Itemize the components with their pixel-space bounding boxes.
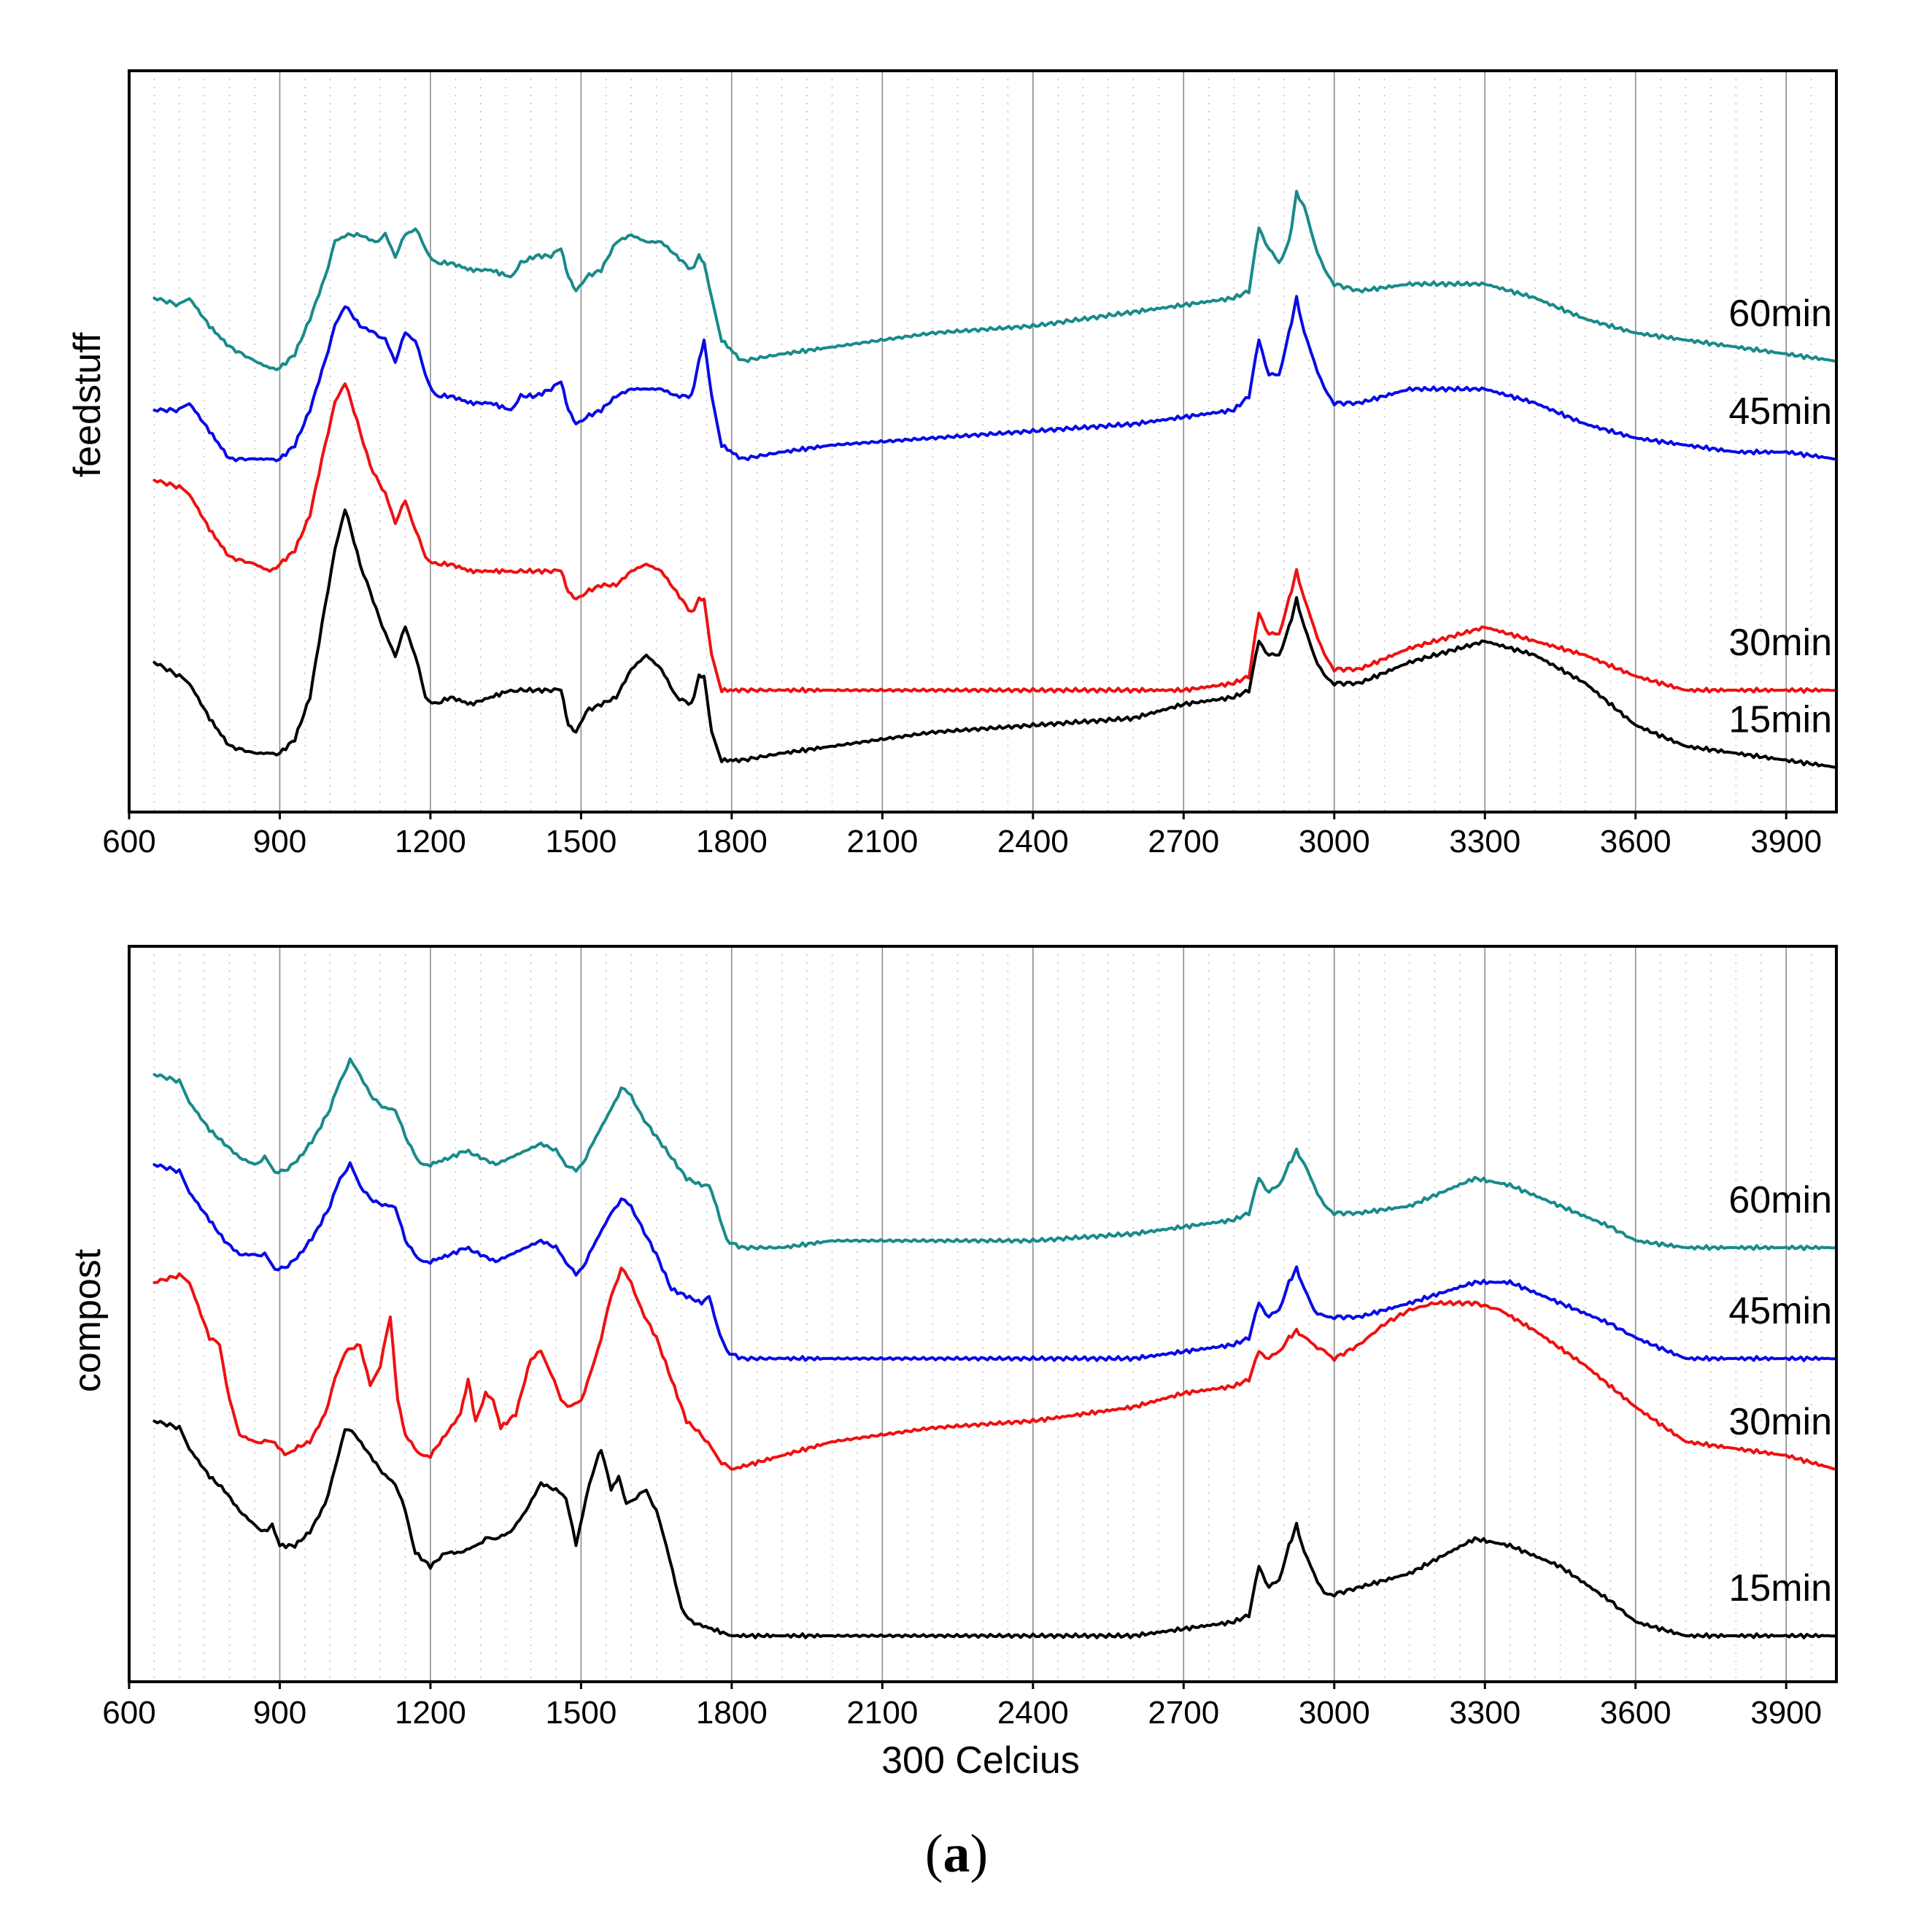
- feedstuff-series-label-15min: 15min: [1728, 699, 1832, 741]
- compost-plot-frame: [128, 945, 1838, 1683]
- feedstuff-series-labels: 60min 45min 30min 15min: [1728, 293, 1832, 741]
- feedstuff-x-axis: 600 900 1200 1500 1800 2100 2400 2700 3000 3300 36…: [102, 812, 1822, 859]
- compost-panel: 600 900 1200 1500 1800 2100 2400 2700 3000 3300 36…: [66, 945, 1838, 1782]
- compost-series-label-60min: 60min: [1728, 1179, 1832, 1221]
- feedstuff-x-tick-label: 1200: [395, 824, 466, 859]
- feedstuff-x-tick-label: 3900: [1750, 824, 1822, 859]
- feedstuff-series-15min: [152, 508, 1838, 769]
- feedstuff-series-label-30min: 30min: [1728, 622, 1832, 664]
- compost-x-axis-label: 300 Celcius: [881, 1739, 1080, 1782]
- compost-x-tick-label: 600: [102, 1695, 155, 1731]
- feedstuff-x-tick-label: 2100: [846, 824, 918, 859]
- compost-x-axis: 600 900 1200 1500 1800 2100 2400 2700 3000 3300 36…: [102, 1682, 1822, 1731]
- compost-series-15min: [152, 1419, 1838, 1639]
- compost-x-tick-label: 2100: [846, 1695, 918, 1731]
- compost-series-45min: [152, 1161, 1838, 1362]
- caption-letter: a: [943, 1824, 970, 1884]
- caption-open-paren: (: [925, 1824, 943, 1884]
- feedstuff-x-tick-label: 2400: [997, 824, 1069, 859]
- compost-grid: [153, 946, 1812, 1682]
- feedstuff-x-tick-label: 1800: [696, 824, 768, 859]
- feedstuff-x-tick-label: 600: [102, 824, 155, 859]
- compost-series-label-15min: 15min: [1728, 1567, 1832, 1610]
- feedstuff-x-tick-label: 900: [253, 824, 306, 859]
- compost-series-60min: [152, 1057, 1838, 1251]
- compost-x-tick-label: 3900: [1750, 1695, 1822, 1731]
- feedstuff-x-tick-label: 3600: [1600, 824, 1672, 859]
- feedstuff-series-45min: [152, 295, 1838, 463]
- feedstuff-x-tick-label: 1500: [545, 824, 617, 859]
- compost-series-labels: 60min 45min 30min 15min: [1728, 1179, 1832, 1610]
- feedstuff-x-tick-label: 3000: [1299, 824, 1370, 859]
- feedstuff-y-axis-label: feedstuff: [66, 332, 109, 477]
- feedstuff-series-30min: [152, 382, 1838, 694]
- compost-x-tick-label: 1500: [545, 1695, 617, 1731]
- compost-x-tick-label: 900: [253, 1695, 306, 1731]
- compost-x-tick-label: 3300: [1449, 1695, 1520, 1731]
- figure-caption: (a): [925, 1824, 988, 1884]
- compost-x-tick-label: 3600: [1600, 1695, 1672, 1731]
- compost-series-label-30min: 30min: [1728, 1401, 1832, 1443]
- feedstuff-x-tick-label: 2700: [1148, 824, 1219, 859]
- feedstuff-series: [152, 190, 1838, 769]
- feedstuff-series-label-60min: 60min: [1728, 293, 1832, 335]
- feedstuff-plot-frame: [128, 69, 1838, 814]
- compost-x-tick-label: 1200: [395, 1695, 466, 1731]
- compost-y-axis-label: compost: [66, 1248, 109, 1392]
- caption-close-paren: ): [970, 1824, 989, 1884]
- compost-x-tick-label: 2700: [1148, 1695, 1219, 1731]
- compost-series-label-45min: 45min: [1728, 1290, 1832, 1332]
- compost-x-tick-label: 2400: [997, 1695, 1069, 1731]
- compost-x-tick-label: 3000: [1299, 1695, 1370, 1731]
- feedstuff-series-60min: [152, 190, 1838, 371]
- feedstuff-series-label-45min: 45min: [1728, 390, 1832, 433]
- feedstuff-x-tick-label: 3300: [1449, 824, 1520, 859]
- compost-x-tick-label: 1800: [696, 1695, 768, 1731]
- compost-series: [152, 1057, 1838, 1639]
- compost-series-30min: [152, 1267, 1838, 1471]
